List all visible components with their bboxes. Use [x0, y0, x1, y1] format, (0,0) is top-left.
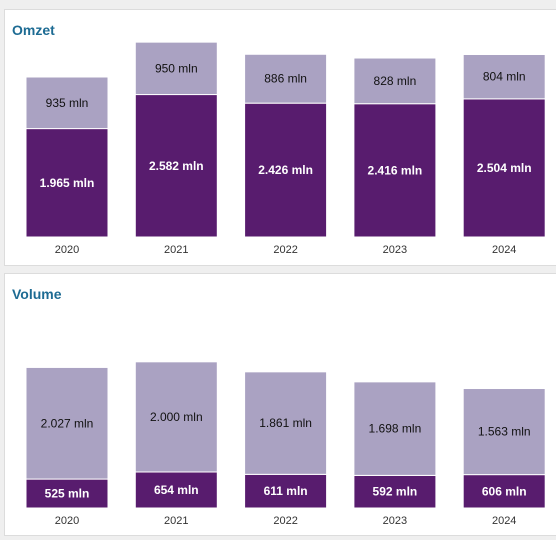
bar-segment: [462, 388, 546, 476]
bar-value-label: 2.504 mln: [477, 161, 532, 175]
bar-value-label: 1.861 mln: [259, 416, 312, 430]
x-tick-label: 2021: [164, 244, 188, 256]
bar-segment: [462, 98, 546, 238]
bar-segment: [25, 76, 109, 130]
bar-segment: [134, 94, 218, 238]
bar-segment: [244, 53, 328, 104]
bar-segment: [244, 371, 328, 475]
bar-segment: [353, 57, 437, 105]
x-tick-label: 2020: [55, 244, 79, 256]
x-tick-label: 2024: [492, 244, 516, 256]
bar-value-label: 1.563 mln: [478, 425, 531, 439]
bar-value-label: 2.027 mln: [41, 416, 94, 430]
bar-value-label: 1.965 mln: [40, 176, 95, 190]
x-tick-label: 2023: [383, 515, 407, 527]
bar-value-label: 606 mln: [482, 484, 527, 498]
bar-segment: [134, 361, 218, 473]
volume-panel: Volume 525 mln 2.027 mln 2020 654 mln 2.000 …: [4, 273, 556, 536]
bar-value-label: 2.582 mln: [149, 159, 204, 173]
bar-value-label: 828 mln: [374, 74, 417, 88]
omzet-panel: Omzet 1.965 mln 935 mln 2020 2.582 mln 950 m…: [4, 9, 556, 266]
bar-value-label: 2.000 mln: [150, 410, 203, 424]
x-tick-label: 2022: [273, 244, 297, 256]
bar-value-label: 1.698 mln: [369, 422, 422, 436]
x-tick-label: 2022: [273, 515, 297, 527]
bar-value-label: 950 mln: [155, 61, 198, 75]
omzet-chart: 1.965 mln 935 mln 2020 2.582 mln 950 mln 2021…: [25, 41, 546, 256]
bar-segment: [353, 474, 437, 509]
bar-segment: [462, 474, 546, 509]
volume-chart-title: Volume: [12, 286, 62, 302]
bar-segment: [25, 366, 109, 480]
bar-value-label: 525 mln: [45, 487, 90, 501]
bar-value-label: 611 mln: [264, 484, 308, 498]
x-tick-label: 2023: [383, 244, 407, 256]
bar-value-label: 804 mln: [483, 70, 526, 84]
x-tick-label: 2020: [55, 515, 79, 527]
volume-chart: 525 mln 2.027 mln 2020 654 mln 2.000 mln 2021…: [25, 361, 546, 527]
bar-segment: [134, 41, 218, 96]
x-tick-label: 2021: [164, 515, 188, 527]
bar-value-label: 886 mln: [264, 72, 307, 86]
bar-segment: [462, 53, 546, 100]
bar-value-label: 2.416 mln: [368, 163, 423, 177]
bar-segment: [25, 128, 109, 238]
x-tick-label: 2024: [492, 515, 516, 527]
bar-value-label: 654 mln: [154, 483, 199, 497]
omzet-chart-title: Omzet: [12, 22, 55, 38]
bar-value-label: 592 mln: [373, 485, 418, 499]
bar-segment: [353, 103, 437, 238]
bar-segment: [353, 381, 437, 476]
bar-value-label: 935 mln: [46, 96, 89, 110]
bar-value-label: 2.426 mln: [258, 163, 313, 177]
bar-segment: [134, 471, 218, 509]
bar-segment: [244, 473, 328, 509]
